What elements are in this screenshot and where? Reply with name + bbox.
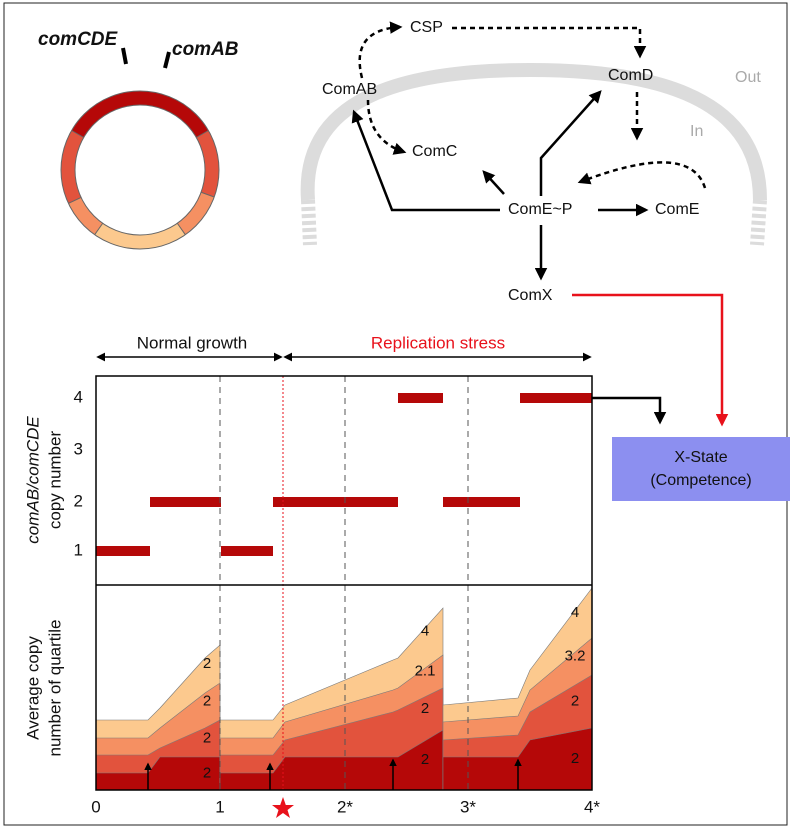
x-tick-label: 1 — [215, 797, 224, 816]
chromosome — [60, 90, 220, 250]
out-label: Out — [735, 69, 761, 86]
ring-outline — [74, 104, 206, 236]
frame — [3, 2, 788, 826]
ring-divider — [176, 222, 186, 235]
state-label: (Competence) — [650, 472, 751, 489]
membrane — [750, 199, 767, 246]
quartile-areas: 2 2 2 2 2 2 2.1 4 2 2 3.2 4 — [95, 587, 593, 791]
ring-segment — [71, 91, 209, 138]
gene-tick — [121, 47, 128, 65]
area-label: 4 — [571, 604, 579, 621]
area-label: 2 — [421, 751, 429, 768]
ring-outline — [60, 90, 220, 250]
x-tick-label: 0 — [91, 797, 100, 816]
arrow — [572, 293, 729, 427]
node: ComE — [655, 201, 699, 218]
y-tick-label: 1 — [74, 540, 83, 559]
ring-segment — [68, 197, 103, 235]
axis-title: Average copy — [23, 636, 42, 740]
event-arrows — [144, 758, 522, 790]
copy-number-bars — [96, 393, 592, 556]
ring-segment — [94, 223, 186, 249]
node: ComE~P — [508, 201, 572, 218]
ring-segment — [177, 191, 215, 235]
area-label: 2 — [203, 692, 211, 709]
phase-label: Normal growth — [137, 333, 248, 352]
y-tick-label: 3 — [74, 439, 83, 458]
area-label: 2 — [203, 655, 211, 672]
node: ComC — [412, 143, 457, 160]
ring-segment — [61, 130, 84, 204]
ring-divider — [200, 191, 215, 198]
ring-segment — [196, 130, 219, 198]
ring-divider — [68, 197, 82, 204]
axis-title: copy number — [45, 431, 64, 530]
area-label: 2 — [203, 764, 211, 781]
state-label: X-State — [674, 449, 727, 466]
x-tick-label: 3* — [460, 797, 476, 816]
area-label: 4 — [421, 622, 429, 639]
axis-labels: 1 2 3 4 0 1 2* 3* 4* comAB/comCDE copy n… — [23, 387, 600, 816]
in-label: In — [690, 123, 703, 140]
ring-divider — [196, 130, 209, 138]
axis-title: number of quartile — [45, 619, 64, 756]
area-label: 2 — [571, 750, 579, 767]
dividers — [219, 376, 469, 790]
axis-title: comAB/comCDE — [23, 416, 42, 544]
gene-label: comAB — [172, 39, 239, 60]
gene-tick — [163, 51, 171, 69]
node: CSP — [410, 19, 443, 36]
membrane — [300, 62, 767, 201]
membrane — [301, 199, 317, 246]
gene-label: comCDE — [38, 29, 119, 50]
x-tick-label: 2* — [337, 797, 353, 816]
area-label: 2 — [571, 692, 579, 709]
node: ComX — [508, 287, 553, 304]
ring-divider — [94, 222, 104, 235]
area-label: 2.1 — [415, 662, 436, 679]
x-tick-label: 4* — [584, 797, 600, 816]
area-label: 2 — [203, 729, 211, 746]
y-tick-label: 2 — [74, 491, 83, 510]
y-tick-label: 4 — [74, 387, 83, 406]
stress-star — [272, 797, 294, 818]
area-label: 2 — [421, 700, 429, 717]
node: ComAB — [322, 81, 377, 98]
area-label: 3.2 — [565, 647, 586, 664]
phase-label: Replication stress — [371, 333, 505, 352]
arrows — [351, 21, 707, 425]
node: ComD — [608, 67, 653, 84]
plot-frame — [95, 375, 593, 791]
state-box — [612, 437, 790, 501]
ring-divider — [71, 130, 84, 138]
